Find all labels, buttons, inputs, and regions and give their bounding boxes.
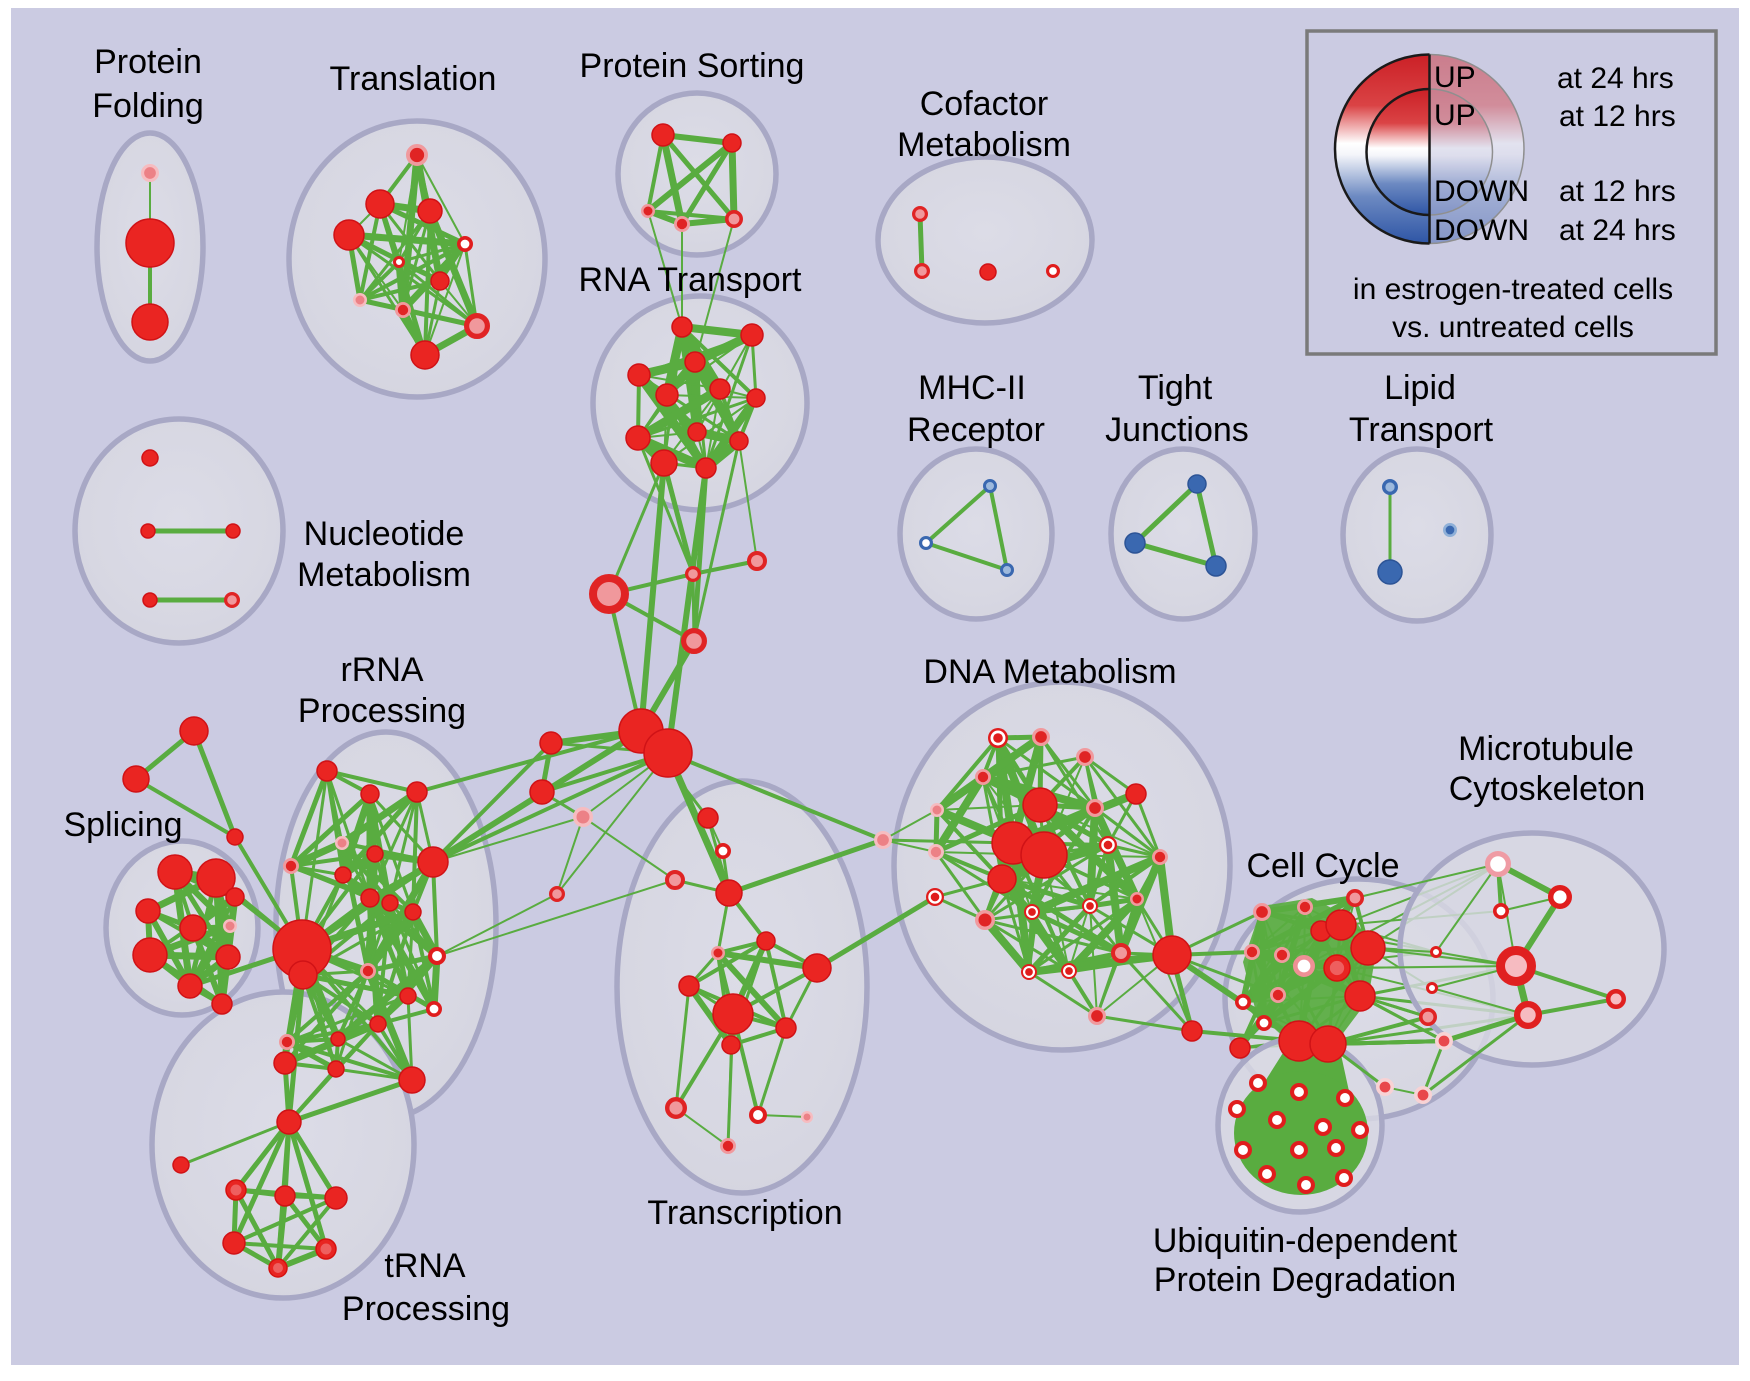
- svg-text:Lipid: Lipid: [1384, 369, 1456, 407]
- svg-text:Cytoskeleton: Cytoskeleton: [1449, 770, 1646, 808]
- svg-text:Metabolism: Metabolism: [897, 126, 1071, 164]
- svg-text:Protein: Protein: [94, 43, 202, 81]
- svg-text:Junctions: Junctions: [1105, 411, 1249, 449]
- svg-text:DOWN: DOWN: [1434, 214, 1529, 247]
- svg-text:in estrogen-treated cells: in estrogen-treated cells: [1353, 273, 1673, 306]
- svg-text:Microtubule: Microtubule: [1458, 730, 1634, 768]
- svg-text:Protein Sorting: Protein Sorting: [580, 47, 805, 85]
- svg-text:Splicing: Splicing: [63, 806, 182, 844]
- svg-text:UP: UP: [1434, 99, 1476, 132]
- svg-text:at 24 hrs: at 24 hrs: [1557, 62, 1674, 95]
- svg-text:tRNA: tRNA: [384, 1247, 466, 1285]
- svg-text:Processing: Processing: [342, 1290, 510, 1328]
- svg-text:DNA Metabolism: DNA Metabolism: [923, 653, 1176, 691]
- svg-text:RNA Transport: RNA Transport: [579, 261, 803, 299]
- svg-text:Cofactor: Cofactor: [920, 85, 1049, 123]
- svg-text:Transport: Transport: [1349, 411, 1494, 449]
- svg-text:Ubiquitin-dependent: Ubiquitin-dependent: [1153, 1222, 1458, 1260]
- svg-text:Cell Cycle: Cell Cycle: [1246, 847, 1399, 885]
- svg-text:Folding: Folding: [92, 87, 204, 125]
- svg-text:DOWN: DOWN: [1434, 175, 1529, 208]
- svg-text:at 12 hrs: at 12 hrs: [1559, 175, 1676, 208]
- svg-text:Receptor: Receptor: [907, 411, 1045, 449]
- svg-text:vs. untreated cells: vs. untreated cells: [1392, 311, 1634, 344]
- svg-text:Protein Degradation: Protein Degradation: [1154, 1261, 1456, 1299]
- svg-text:Translation: Translation: [330, 60, 497, 98]
- svg-text:at 24 hrs: at 24 hrs: [1559, 214, 1676, 247]
- svg-text:Processing: Processing: [298, 692, 466, 730]
- svg-text:rRNA: rRNA: [340, 651, 423, 689]
- svg-text:Transcription: Transcription: [647, 1194, 842, 1232]
- svg-text:Tight: Tight: [1138, 369, 1213, 407]
- svg-text:MHC-II: MHC-II: [918, 369, 1026, 407]
- svg-text:Nucleotide: Nucleotide: [304, 515, 465, 553]
- svg-text:Metabolism: Metabolism: [297, 556, 471, 594]
- svg-text:UP: UP: [1434, 61, 1476, 94]
- svg-text:at 12 hrs: at 12 hrs: [1559, 100, 1676, 133]
